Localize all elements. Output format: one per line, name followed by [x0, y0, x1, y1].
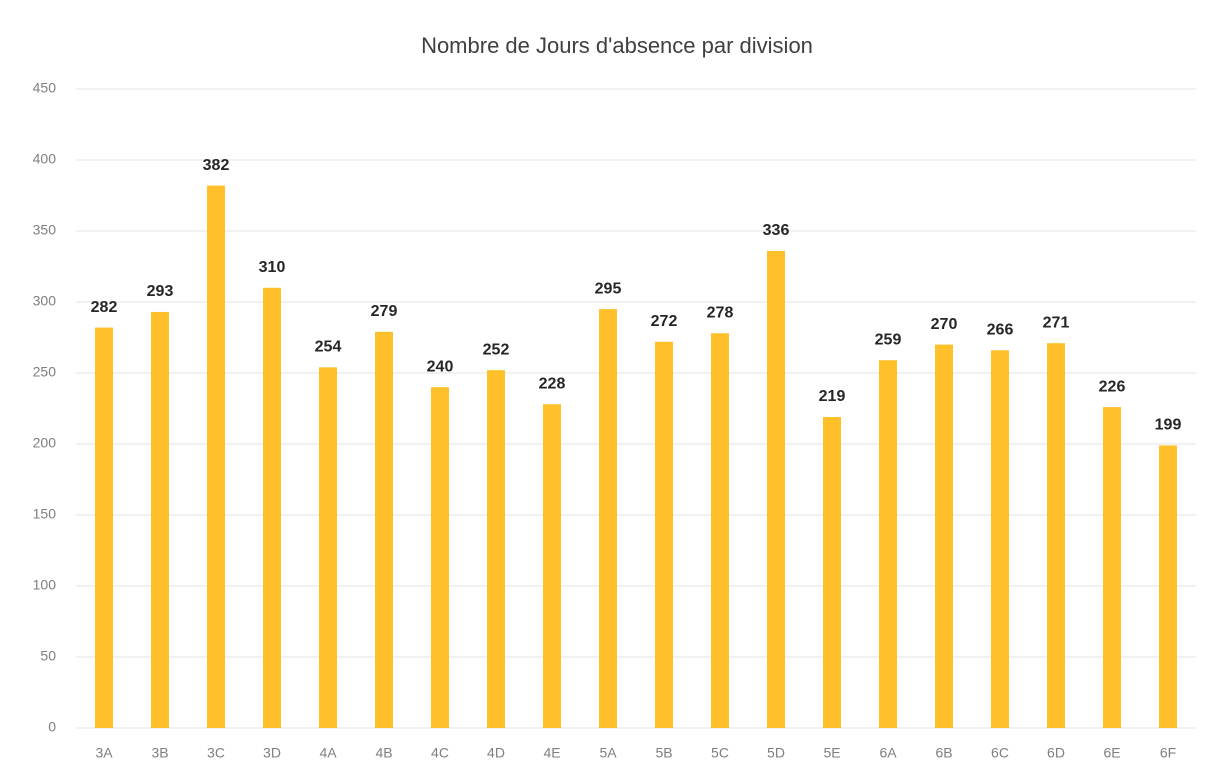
bar — [487, 370, 505, 728]
x-tick-label: 5B — [655, 745, 672, 761]
bar — [319, 367, 337, 728]
bar — [431, 387, 449, 728]
bar — [95, 327, 113, 728]
y-tick-label: 0 — [48, 719, 56, 735]
data-label: 295 — [595, 280, 622, 297]
bar — [151, 311, 169, 728]
x-tick-label: 3D — [263, 745, 281, 761]
data-label: 226 — [1099, 378, 1126, 395]
y-tick-label: 400 — [33, 151, 57, 167]
x-tick-label: 5D — [767, 745, 785, 761]
data-label: 228 — [539, 375, 566, 392]
y-tick-label: 50 — [40, 648, 56, 664]
bar — [1159, 445, 1177, 728]
x-tick-label: 3C — [207, 745, 225, 761]
bar — [823, 417, 841, 728]
y-tick-label: 250 — [33, 364, 57, 380]
x-tick-label: 6C — [991, 745, 1009, 761]
bar — [767, 250, 785, 728]
data-label: 259 — [875, 331, 902, 348]
data-label: 270 — [931, 316, 958, 333]
x-tick-label: 6E — [1103, 745, 1120, 761]
data-label: 240 — [427, 358, 454, 375]
x-tick-label: 4C — [431, 745, 449, 761]
x-tick-label: 6A — [879, 745, 897, 761]
data-label: 310 — [259, 259, 286, 276]
data-label: 282 — [91, 299, 118, 316]
data-label: 272 — [651, 313, 678, 330]
bar — [263, 287, 281, 728]
bar — [879, 360, 897, 728]
x-tick-label: 4E — [543, 745, 560, 761]
bar — [1103, 407, 1121, 728]
bar — [1047, 343, 1065, 728]
data-label: 219 — [819, 388, 846, 405]
x-tick-label: 6D — [1047, 745, 1065, 761]
y-tick-label: 350 — [33, 222, 57, 238]
data-label: 271 — [1043, 314, 1070, 331]
bar — [207, 185, 225, 728]
x-tick-label: 5A — [599, 745, 617, 761]
y-tick-label: 300 — [33, 293, 57, 309]
x-tick-label: 3B — [151, 745, 168, 761]
data-label: 336 — [763, 222, 790, 239]
x-tick-label: 5C — [711, 745, 729, 761]
bar — [375, 331, 393, 728]
x-tick-label: 5E — [823, 745, 840, 761]
bar — [655, 341, 673, 728]
chart-title: Nombre de Jours d'absence par division — [421, 33, 813, 58]
data-label: 254 — [315, 339, 342, 356]
bar — [711, 333, 729, 728]
x-tick-label: 6B — [935, 745, 952, 761]
data-label: 279 — [371, 303, 398, 320]
bar — [543, 404, 561, 728]
x-tick-label: 4B — [375, 745, 392, 761]
bar — [935, 344, 953, 728]
x-tick-label: 4D — [487, 745, 505, 761]
data-label: 266 — [987, 321, 1014, 338]
x-tick-label: 4A — [319, 745, 337, 761]
y-tick-label: 150 — [33, 506, 57, 522]
y-tick-label: 200 — [33, 435, 57, 451]
data-label: 293 — [147, 283, 174, 300]
y-tick-label: 450 — [33, 80, 57, 96]
bar — [599, 309, 617, 728]
data-label: 382 — [203, 157, 230, 174]
data-label: 252 — [483, 341, 510, 358]
data-label: 199 — [1155, 417, 1182, 434]
bar — [991, 350, 1009, 728]
x-tick-label: 6F — [1160, 745, 1176, 761]
data-label: 278 — [707, 304, 734, 321]
x-tick-label: 3A — [95, 745, 113, 761]
y-tick-label: 100 — [33, 577, 57, 593]
